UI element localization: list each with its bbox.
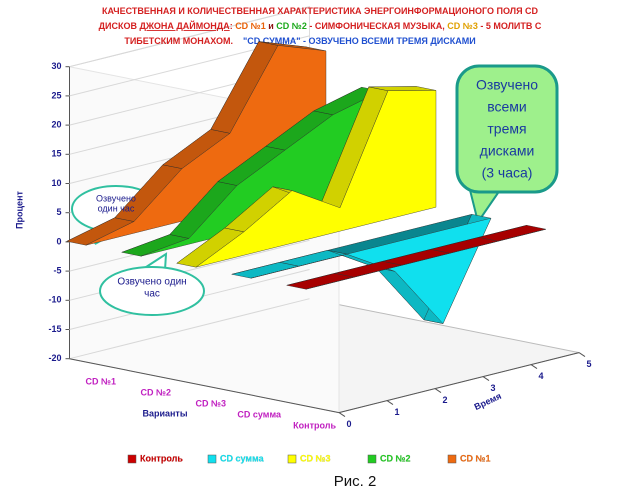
chart-title-line: ДИСКОВ ДЖОНА ДАЙМОНДА: CD №1 и CD №2 - С… — [99, 20, 542, 31]
annotation-line: Озвучено один — [117, 277, 186, 288]
annotation-line: тремя — [487, 121, 526, 137]
y-tick-label: 15 — [51, 149, 61, 159]
y-tick-label: -5 — [53, 265, 61, 275]
title-segment: ДИСКОВ — [99, 21, 140, 31]
chart-title-line: ТИБЕТСКИМ МОНАХОМ. "CD СУММА" - ОЗВУЧЕНО… — [124, 36, 475, 46]
legend-label: Контроль — [140, 453, 183, 463]
annotation-line: всеми — [487, 99, 527, 115]
title-segment: - 5 МОЛИТВ С — [478, 21, 542, 31]
title-segment: : — [230, 21, 236, 31]
y-tick-label: 20 — [51, 119, 61, 129]
legend-swatch — [447, 454, 457, 464]
title-segment: ТИБЕТСКИМ МОНАХОМ. — [124, 36, 233, 46]
y-tick-label: 0 — [56, 236, 61, 246]
depth-tick-label: CD №2 — [140, 387, 171, 397]
y-tick-label: 25 — [51, 90, 61, 100]
y-tick-label: 5 — [56, 207, 61, 217]
x-tick-label: 1 — [394, 407, 399, 417]
x-tick-label: 0 — [346, 419, 351, 429]
caption: Рис. 2 — [334, 473, 377, 490]
x-tick-label: 3 — [490, 383, 495, 393]
x-tick-label: 4 — [538, 371, 543, 381]
depth-axis — [69, 358, 340, 414]
legend-label: CD №2 — [380, 453, 411, 463]
y-tick-label: -15 — [48, 324, 61, 334]
x-tick — [530, 364, 538, 370]
title-segment: - ОЗВУЧЕНО ВСЕМИ ТРЕМЯ ДИСКАМИ — [301, 36, 476, 46]
callout-box — [455, 64, 559, 194]
title-segment: "CD СУММА" — [233, 36, 301, 46]
ribbon — [176, 86, 437, 268]
ribbon — [121, 86, 382, 257]
chart-title-line: КАЧЕСТВЕННАЯ И КОЛИЧЕСТВЕННАЯ ХАРАКТЕРИС… — [102, 6, 539, 16]
ribbon-front — [195, 90, 437, 268]
title-segment: и — [266, 21, 277, 31]
y-tick-label: -10 — [48, 295, 61, 305]
legend-swatch — [367, 454, 377, 464]
annotation-line: дисками — [480, 143, 535, 159]
ribbon-front — [250, 217, 492, 324]
annotation-line: Озвучено — [96, 193, 136, 203]
legend-label: CD сумма — [220, 453, 265, 463]
x-tick — [434, 388, 442, 394]
y-axis-label: Процент — [14, 190, 24, 228]
ribbon — [286, 225, 547, 290]
title-segment: - СИМФОНИЧЕСКАЯ МУЗЫКА, — [307, 21, 447, 31]
grid-line — [69, 6, 310, 68]
annotation-line: (3 часа) — [482, 165, 533, 181]
legend-label: CD №1 — [460, 453, 491, 463]
x-axis — [338, 352, 580, 414]
callout-bubble — [99, 266, 205, 316]
y-tick-label: 10 — [51, 178, 61, 188]
depth-axis-label: Варианты — [142, 408, 187, 418]
x-tick-label: 5 — [586, 359, 591, 369]
title-segment: CD №1 — [235, 21, 266, 31]
depth-tick-label: Контроль — [293, 420, 336, 430]
x-tick — [482, 376, 490, 382]
ribbon-top — [478, 225, 547, 242]
ribbon-front — [305, 229, 547, 290]
x-tick — [578, 352, 586, 358]
grid-line — [69, 298, 310, 360]
legend-swatch — [287, 454, 297, 464]
title-segment: CD №2 — [276, 21, 307, 31]
legend-label: CD №3 — [300, 453, 331, 463]
x-axis-label: Время — [473, 391, 503, 412]
annotation-line: Озвучено — [476, 77, 538, 93]
x-tick — [338, 412, 346, 418]
x-tick — [386, 400, 394, 406]
depth-tick-label: CD сумма — [237, 409, 282, 419]
title-segment: ДЖОНА ДАЙМОНДА — [139, 20, 230, 31]
y-tick-label: 30 — [51, 61, 61, 71]
title-segment: КАЧЕСТВЕННАЯ И КОЛИЧЕСТВЕННАЯ ХАРАКТЕРИС… — [102, 6, 539, 16]
y-tick-label: -20 — [48, 353, 61, 363]
annotation-line: час — [144, 289, 160, 300]
legend-swatch — [207, 454, 217, 464]
x-tick-label: 2 — [442, 395, 447, 405]
legend-swatch — [127, 454, 137, 464]
depth-tick-label: CD №3 — [195, 398, 226, 408]
title-segment: CD №3 — [447, 21, 478, 31]
annotation-line: один час — [98, 203, 135, 213]
depth-tick-label: CD №1 — [85, 376, 116, 386]
